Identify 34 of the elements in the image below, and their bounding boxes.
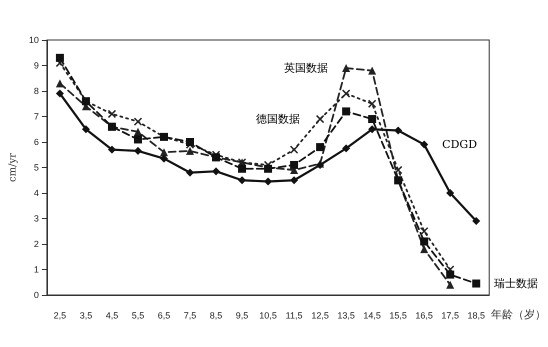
- x-tick-label: 4,5: [106, 310, 118, 320]
- x-axis-title: 年龄（岁）: [490, 308, 546, 321]
- y-tick-label: 8: [34, 86, 39, 96]
- x-tick-label: 2,5: [54, 310, 66, 320]
- y-tick-label: 0: [34, 290, 39, 300]
- x-tick-label: 13,5: [337, 310, 355, 320]
- x-tick-label: 16,5: [415, 310, 433, 320]
- x-tick-label: 8,5: [210, 310, 222, 320]
- series-label: 英国数据: [284, 62, 328, 75]
- y-tick-label: 2: [34, 239, 39, 249]
- x-tick-label: 6,5: [158, 310, 170, 320]
- y-tick-label: 10: [28, 35, 39, 45]
- y-tick-label: 5: [34, 162, 39, 172]
- x-tick-label: 3,5: [80, 310, 92, 320]
- x-tick-label: 17,5: [441, 310, 459, 320]
- y-tick-label: 9: [34, 60, 39, 70]
- x-tick-label: 14,5: [363, 310, 381, 320]
- x-tick-label: 15,5: [389, 310, 407, 320]
- y-tick-label: 6: [34, 137, 39, 147]
- x-tick-label: 18,5: [467, 310, 485, 320]
- x-tick-label: 5,5: [132, 310, 144, 320]
- x-tick-label: 9,5: [236, 310, 248, 320]
- x-tick-label: 7,5: [184, 310, 196, 320]
- y-tick-label: 4: [34, 188, 39, 198]
- y-axis-title: cm/yr: [8, 152, 18, 182]
- x-tick-label: 12,5: [311, 310, 329, 320]
- series-label: 瑞士数据: [494, 277, 538, 290]
- y-tick-label: 3: [34, 214, 39, 224]
- x-tick-label: 10,5: [259, 310, 277, 320]
- y-tick-label: 1: [34, 264, 39, 274]
- y-tick-label: 7: [34, 112, 39, 122]
- x-tick-label: 11,5: [286, 310, 303, 320]
- series-label: 德国数据: [256, 112, 300, 126]
- series-label: CDGD: [442, 138, 478, 152]
